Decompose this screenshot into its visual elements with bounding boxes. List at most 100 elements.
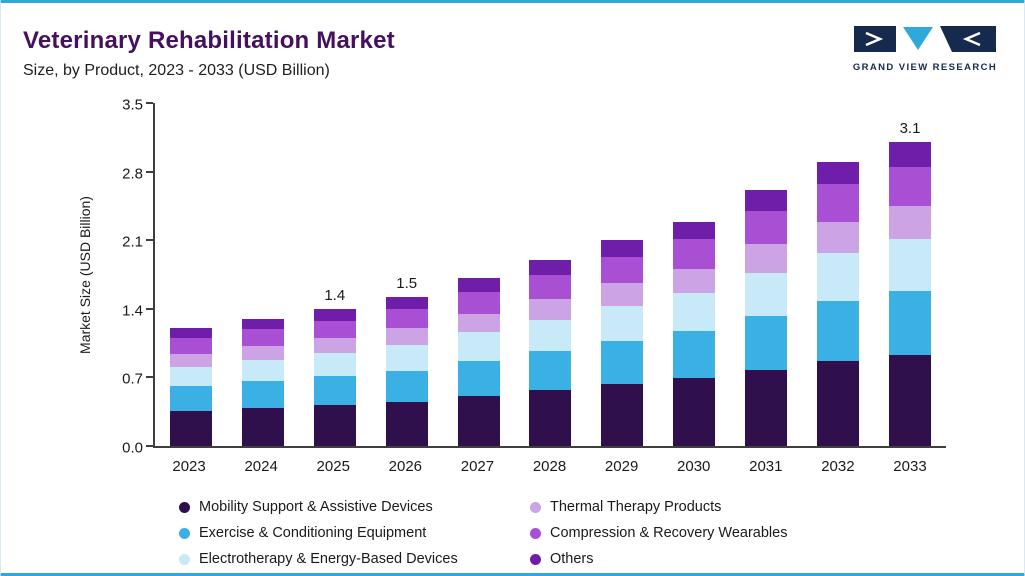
legend-label: Compression & Recovery Wearables <box>550 525 788 541</box>
bar-value-label: 1.5 <box>396 275 418 293</box>
y-tick-mark <box>146 170 153 173</box>
bar-segment <box>673 331 716 379</box>
bar-segment <box>241 359 284 382</box>
bar-segment <box>889 142 932 167</box>
bar-segment <box>745 244 788 273</box>
grand-view-research-logo: GRAND VIEW RESEARCH <box>850 25 1000 73</box>
bar-2025: 1.4 <box>299 103 371 446</box>
bar-2029 <box>586 103 658 446</box>
bar-2031 <box>730 103 802 446</box>
bar-segment <box>241 318 284 330</box>
bar-segment <box>745 190 788 211</box>
bar-segment <box>673 293 716 332</box>
y-tick-label: 0.0 <box>122 439 143 457</box>
bar-segment <box>313 376 356 405</box>
bar-segment <box>601 283 644 306</box>
stacked-bar <box>673 221 716 446</box>
page-subtitle: Size, by Product, 2023 - 2033 (USD Billi… <box>23 62 330 79</box>
bar-segment <box>745 272 788 316</box>
bar-segment <box>673 239 716 269</box>
x-axis-labels: 2023 2024 2025 2026 2027 2028 2029 2030 2031 2032… <box>153 458 946 475</box>
stacked-bar <box>601 240 644 446</box>
bar-2027 <box>443 103 515 446</box>
bar-segment <box>529 299 572 320</box>
page-title: Veterinary Rehabilitation Market <box>23 27 395 54</box>
bar-segment <box>169 410 212 446</box>
bar-value-label: 3.1 <box>899 120 921 138</box>
bar-segment <box>817 161 860 185</box>
y-tick-mark <box>146 445 153 447</box>
legend-dot <box>530 527 541 539</box>
bar-segment <box>889 205 932 240</box>
bar-segment <box>169 338 212 354</box>
bar-segment <box>601 384 644 446</box>
x-tick-label: 2032 <box>821 458 855 475</box>
stacked-bar <box>745 190 788 446</box>
bar-value-label: 1.4 <box>324 286 346 304</box>
bar-segment <box>817 252 860 301</box>
legend-item: Thermal Therapy Products <box>530 499 845 515</box>
x-tick-label: 2031 <box>749 458 783 475</box>
y-tick-label: 2.8 <box>122 165 143 183</box>
legend-dot <box>179 527 190 539</box>
bar-segment <box>457 313 500 333</box>
x-tick-label: 2024 <box>244 458 278 475</box>
bar-segment <box>817 184 860 222</box>
bar-segment <box>457 278 500 293</box>
bar-segment <box>313 352 356 377</box>
y-axis-title: Market Size (USD Billion) <box>77 196 93 354</box>
y-tick-mark <box>146 239 153 242</box>
y-tick-mark <box>146 102 153 104</box>
x-tick-label: 2026 <box>388 458 423 475</box>
stacked-bar <box>313 308 356 446</box>
legend-label: Thermal Therapy Products <box>550 499 722 515</box>
bar-2033: 3.1 <box>874 103 946 446</box>
bar-segment <box>385 297 428 309</box>
y-tick-label: 2.1 <box>122 233 143 251</box>
bar-segment <box>241 346 284 360</box>
bar-2028 <box>515 103 587 446</box>
x-tick-label: 2029 <box>604 458 639 475</box>
gvr-logo-icon <box>854 26 996 52</box>
bar-segment <box>241 329 284 347</box>
bar-segment <box>889 291 932 355</box>
bar-2032 <box>802 103 874 446</box>
y-tick-mark <box>146 376 153 379</box>
legend-label: Electrotherapy & Energy-Based Devices <box>199 551 458 567</box>
bar-segment <box>169 353 212 367</box>
legend-item: Others <box>530 551 845 567</box>
bar-segment <box>673 268 716 294</box>
x-tick-label: 2033 <box>893 458 927 475</box>
bar-segment <box>817 221 860 253</box>
bar-segment <box>889 239 932 292</box>
legend-dot <box>179 501 190 513</box>
brand-name: GRAND VIEW RESEARCH <box>852 62 998 73</box>
stacked-bar <box>169 328 212 446</box>
bar-segment <box>457 360 500 397</box>
bar-segment <box>529 274 572 300</box>
bar-segment <box>817 360 860 446</box>
bar-segment <box>241 407 284 446</box>
x-tick-label: 2025 <box>316 458 350 475</box>
chart: Market Size (USD Billion) 0.0 0.7 1.4 2.1 2.… <box>1 97 1024 573</box>
y-tick-mark <box>146 307 153 310</box>
bar-segment <box>169 328 212 339</box>
bar-segment <box>169 366 212 387</box>
stacked-bar <box>457 278 500 446</box>
bar-segment <box>457 332 500 361</box>
x-tick-label: 2027 <box>460 458 495 475</box>
legend-dot <box>530 553 541 565</box>
bar-segment <box>385 370 428 402</box>
bar-segment <box>385 308 428 329</box>
legend-item: Compression & Recovery Wearables <box>530 525 845 541</box>
legend-item: Electrotherapy & Energy-Based Devices <box>179 551 494 567</box>
bar-segment <box>601 256 644 284</box>
legend-dot <box>179 553 190 565</box>
bar-segment <box>529 319 572 351</box>
bar-segment <box>457 396 500 446</box>
stacked-bar <box>385 297 428 446</box>
bar-2030 <box>658 103 730 446</box>
bar-segment <box>889 354 932 446</box>
bar-2023 <box>155 103 227 446</box>
